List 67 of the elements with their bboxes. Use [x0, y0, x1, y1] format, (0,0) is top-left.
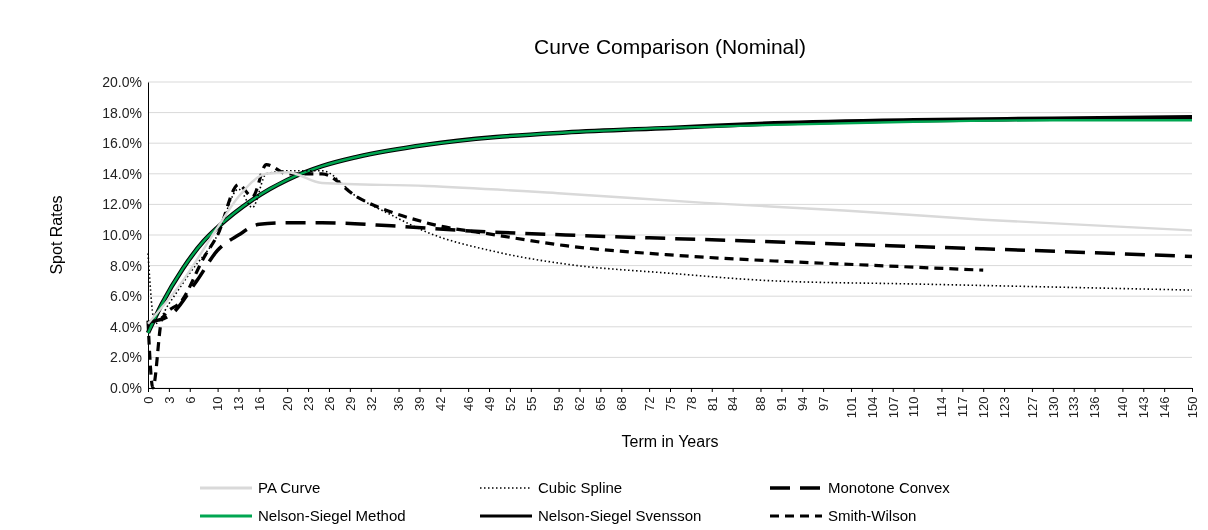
x-tick-label: 110	[906, 396, 922, 418]
x-tick-label: 94	[795, 396, 811, 411]
x-tick-label: 36	[391, 396, 407, 411]
y-tick-label: 6.0%	[110, 288, 142, 305]
x-tick-label: 140	[1115, 396, 1131, 419]
x-tick-label: 136	[1087, 396, 1103, 419]
x-tick-label: 123	[996, 396, 1012, 419]
y-tick-label: 20.0%	[102, 73, 142, 90]
x-tick-label: 91	[774, 396, 790, 411]
y-tick-label: 14.0%	[102, 165, 142, 182]
x-tick-label: 52	[502, 396, 518, 411]
x-tick-label: 23	[300, 396, 316, 411]
x-tick-label: 107	[885, 396, 901, 419]
x-tick-label: 6	[182, 396, 198, 404]
x-tick-label: 39	[412, 396, 428, 411]
x-tick-label: 26	[321, 396, 337, 411]
x-tick-label: 49	[481, 396, 497, 411]
x-tick-label: 88	[753, 396, 769, 411]
x-tick-label: 10	[210, 396, 226, 411]
y-tick-label: 4.0%	[110, 318, 142, 335]
y-tick-label: 18.0%	[102, 104, 142, 121]
x-tick-label: 32	[363, 396, 379, 411]
x-tick-label: 150	[1184, 396, 1200, 419]
x-tick-label: 75	[662, 396, 678, 411]
x-tick-label: 46	[460, 396, 476, 411]
x-tick-label: 114	[934, 396, 950, 418]
legend-label: Monotone Convex	[828, 479, 951, 496]
x-tick-label: 130	[1045, 396, 1061, 419]
x-axis-title: Term in Years	[621, 433, 719, 450]
x-tick-label: 101	[843, 396, 859, 419]
y-tick-label: 2.0%	[110, 349, 142, 366]
y-tick-label: 0.0%	[110, 379, 142, 396]
x-tick-label: 146	[1156, 396, 1172, 419]
x-tick-label: 78	[683, 396, 699, 411]
x-tick-label: 16	[252, 396, 268, 411]
x-tick-label: 55	[523, 396, 539, 411]
x-tick-label: 81	[704, 396, 720, 411]
legend-label: Cubic Spline	[538, 479, 623, 496]
y-tick-label: 16.0%	[102, 135, 142, 152]
x-tick-label: 0	[140, 396, 156, 404]
x-tick-label: 120	[975, 396, 991, 419]
x-tick-label: 117	[955, 396, 971, 418]
x-tick-label: 127	[1024, 396, 1040, 419]
x-tick-label: 20	[279, 396, 295, 411]
x-tick-label: 104	[864, 396, 880, 419]
legend-label: Nelson-Siegel Svensson	[538, 507, 702, 524]
x-tick-label: 143	[1136, 396, 1152, 419]
x-tick-label: 65	[593, 396, 609, 411]
x-tick-label: 42	[433, 396, 449, 411]
x-tick-label: 72	[641, 396, 657, 411]
legend-label: Nelson-Siegel Method	[258, 507, 406, 524]
chart-title: Curve Comparison (Nominal)	[534, 35, 806, 58]
y-tick-label: 12.0%	[102, 196, 142, 213]
legend-label: Smith-Wilson	[828, 507, 917, 524]
y-tick-label: 8.0%	[110, 257, 142, 274]
x-tick-label: 59	[551, 396, 567, 411]
x-tick-label: 133	[1066, 396, 1082, 419]
y-axis-title: Spot Rates	[48, 195, 65, 275]
x-tick-label: 97	[815, 396, 831, 411]
x-tick-label: 13	[231, 396, 247, 411]
legend-label: PA Curve	[258, 479, 321, 496]
y-tick-label: 10.0%	[102, 226, 142, 243]
x-tick-label: 84	[725, 396, 741, 411]
x-tick-label: 68	[614, 396, 630, 411]
x-tick-label: 62	[572, 396, 588, 411]
x-tick-label: 3	[161, 396, 177, 404]
x-tick-label: 29	[342, 396, 358, 411]
